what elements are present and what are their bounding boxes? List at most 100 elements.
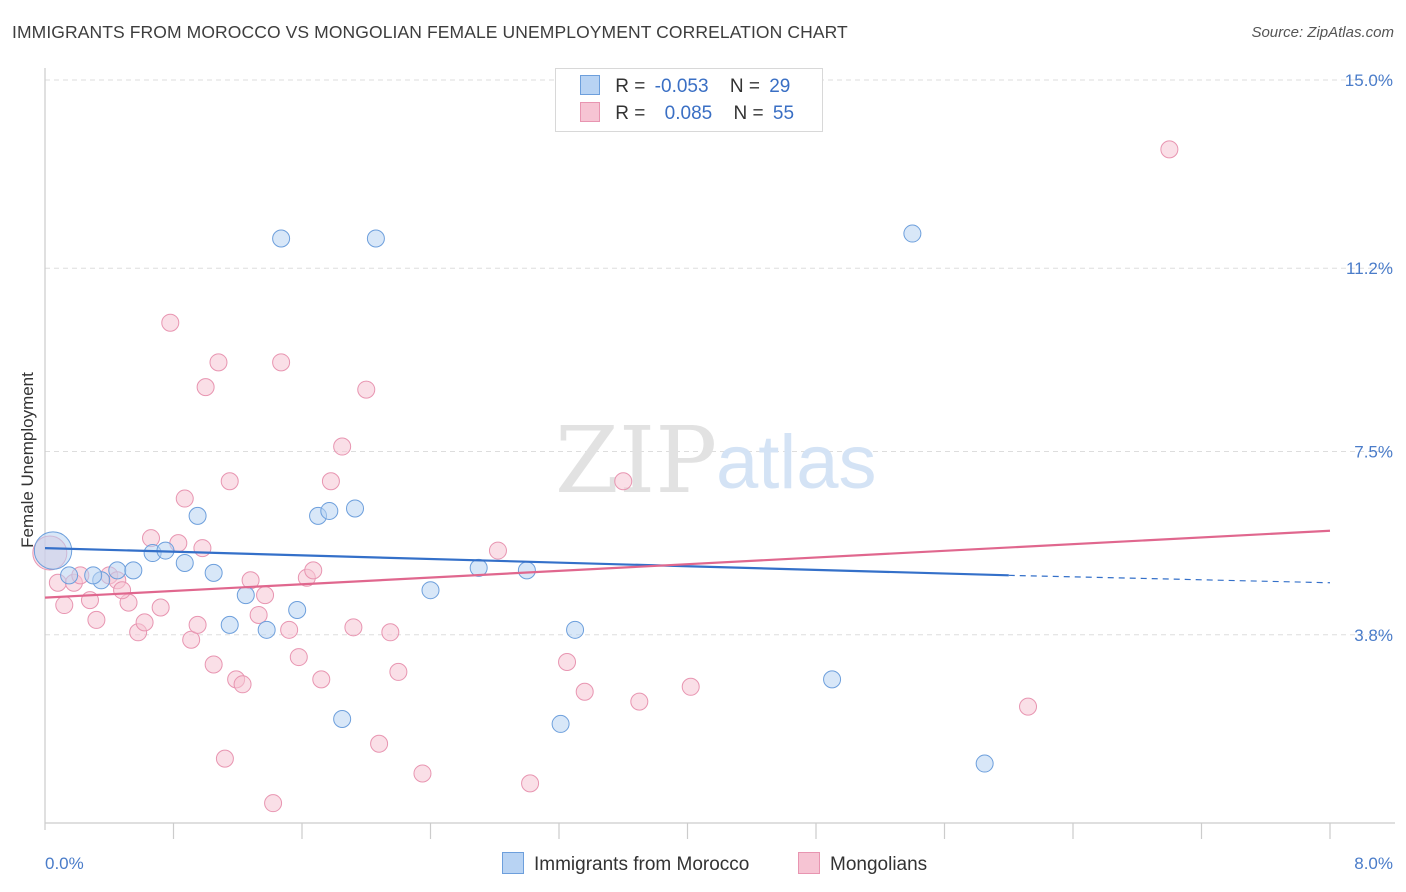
mongolians-point (321, 472, 340, 491)
morocco-point (823, 670, 842, 689)
mongolians-point (280, 620, 299, 639)
watermark-zip: ZIP (555, 407, 717, 514)
mongolians-point (1019, 697, 1038, 716)
morocco-point (903, 224, 922, 243)
mongolians-trend-line (44, 529, 1331, 599)
mongolians-point (558, 653, 577, 672)
morocco-point (60, 566, 79, 585)
mongolians-point (256, 586, 275, 605)
mongolians-point (413, 764, 432, 783)
morocco-point (421, 581, 440, 600)
legend-r-value: 0.085 (664, 103, 713, 124)
morocco-point (108, 561, 127, 580)
morocco-point (257, 620, 276, 639)
morocco-point (551, 714, 570, 733)
morocco-point (566, 620, 585, 639)
mongolians-point (575, 682, 594, 701)
mongolians-point (289, 648, 308, 667)
mongolians-point (135, 613, 154, 632)
morocco-point (84, 566, 103, 585)
mongolians-point (249, 605, 268, 624)
mongolians-point (333, 437, 352, 456)
mongolians-point (312, 670, 331, 689)
legend-n-value: 29 (769, 76, 791, 97)
mongolians-point (161, 313, 180, 332)
morocco-point (366, 229, 385, 248)
watermark: ZIP atlas (555, 407, 877, 514)
legend-swatch-blue (502, 852, 524, 874)
y-tick-label: 15.0% (1345, 71, 1393, 90)
legend-n-label: N = (733, 103, 764, 124)
morocco-point (33, 531, 73, 570)
mongolians-point (188, 615, 207, 634)
x-tick-label: 0.0% (45, 854, 84, 873)
legend-row-morocco: R = -0.053 N = 29 (580, 75, 790, 99)
morocco-point (124, 561, 143, 580)
y-tick-label: 3.8% (1354, 626, 1393, 645)
morocco-point (975, 754, 994, 773)
mongolians-point (55, 596, 74, 615)
mongolians-point (344, 618, 363, 637)
legend-r-value: -0.053 (654, 76, 709, 97)
morocco-trend-extension (1008, 574, 1331, 584)
y-tick-labels: 3.8% 7.5% 11.2% 15.0% (1345, 71, 1393, 645)
mongolians-point (381, 623, 400, 642)
y-tick-label: 11.2% (1346, 259, 1393, 278)
legend-row-mongolians: R = 0.085 N = 55 (580, 102, 794, 126)
morocco-point (288, 601, 307, 620)
legend-r-label: R = (615, 76, 646, 97)
trend-lines (44, 529, 1331, 599)
mongolians-point (521, 774, 540, 793)
watermark-atlas: atlas (716, 420, 877, 505)
grid-lines (45, 79, 1395, 636)
legend-item-mongolians[interactable]: Mongolians (798, 852, 927, 876)
legend-n-label: N = (729, 76, 760, 97)
mongolians-point (87, 610, 106, 629)
chart-title: IMMIGRANTS FROM MOROCCO VS MONGOLIAN FEM… (12, 22, 848, 42)
morocco-point (204, 563, 223, 582)
legend-n-value: 55 (772, 103, 795, 124)
legend-label-morocco: Immigrants from Morocco (534, 854, 750, 875)
y-tick-label: 7.5% (1354, 443, 1393, 462)
mongolians-point (630, 692, 649, 711)
mongolians-point (204, 655, 223, 674)
mongolians-point (370, 734, 389, 753)
morocco-point (517, 561, 536, 580)
mongolians-point (272, 353, 291, 372)
legend-swatch-blue (580, 75, 600, 95)
legend-swatch-pink (798, 852, 820, 874)
morocco-point (175, 553, 194, 572)
mongolians-point (196, 378, 215, 397)
morocco-point (333, 709, 352, 728)
mongolians-point (614, 472, 633, 491)
morocco-point (236, 586, 255, 605)
mongolians-point (193, 539, 212, 558)
mongolians-point (233, 675, 252, 694)
legend-item-morocco[interactable]: Immigrants from Morocco (502, 852, 749, 876)
correlation-legend: R = -0.053 N = 29 R = 0.085 N = 55 (555, 68, 823, 132)
x-tick-labels: 0.0% 8.0% (45, 854, 1393, 873)
mongolians-point (142, 529, 161, 548)
x-tick-label: 8.0% (1354, 854, 1393, 873)
mongolians-point (209, 353, 228, 372)
source-label: Source: ZipAtlas.com (1251, 24, 1394, 41)
mongolians-point (113, 581, 132, 600)
mongolians-point (681, 677, 700, 696)
axes (44, 68, 1395, 839)
mongolians-point (488, 541, 507, 560)
mongolians-point (182, 630, 201, 649)
mongolians-point (389, 662, 408, 681)
mongolians-point (304, 561, 323, 580)
mongolians-point (151, 598, 170, 617)
morocco-point (220, 615, 239, 634)
morocco-point (320, 501, 339, 520)
mongolians-point (1160, 140, 1179, 159)
legend-r-label: R = (615, 103, 646, 124)
morocco-point (346, 499, 365, 518)
mongolians-point (264, 794, 283, 813)
y-axis-label: Female Unemployment (18, 372, 37, 548)
mongolians-point (215, 749, 234, 768)
morocco-point (272, 229, 291, 248)
mongolians-point (175, 489, 194, 508)
